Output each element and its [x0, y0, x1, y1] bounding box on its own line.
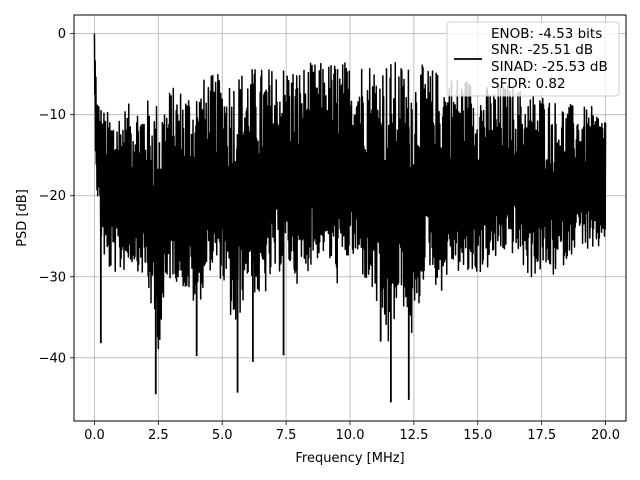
- x-tick-label: 20.0: [591, 428, 620, 443]
- x-axis-label: Frequency [MHz]: [295, 451, 404, 466]
- y-tick-label: 0: [58, 27, 66, 42]
- x-tick-label: 17.5: [527, 428, 556, 443]
- x-tick-label: 10.0: [336, 428, 365, 443]
- y-axis-ticks: 0 −10 −20 −30 −40: [39, 27, 74, 366]
- plot-area: [93, 33, 607, 403]
- x-tick-label: 15.0: [463, 428, 492, 443]
- legend: ENOB: -4.53 bits SNR: -25.51 dB SINAD: -…: [446, 21, 620, 97]
- y-tick-label: −40: [39, 351, 66, 366]
- y-tick-label: −30: [39, 270, 66, 285]
- psd-series-line: [93, 33, 607, 350]
- legend-box: [446, 21, 620, 97]
- x-tick-label: 5.0: [212, 428, 233, 443]
- series-layer: [93, 33, 607, 403]
- legend-entry-sinad: SINAD: -25.53 dB: [491, 59, 608, 75]
- x-axis-ticks: 0.0 2.5 5.0 7.5 10.0 12.5 15.0 17.5 20.0: [84, 421, 620, 443]
- x-tick-label: 0.0: [84, 428, 105, 443]
- legend-entry-snr: SNR: -25.51 dB: [491, 42, 593, 58]
- x-tick-label: 12.5: [399, 428, 428, 443]
- legend-entry-sfdr: SFDR: 0.82: [491, 76, 566, 92]
- x-tick-label: 7.5: [276, 428, 297, 443]
- y-axis-label: PSD [dB]: [15, 189, 30, 247]
- y-tick-label: −20: [39, 189, 66, 204]
- x-tick-label: 2.5: [148, 428, 169, 443]
- y-tick-label: −10: [39, 108, 66, 123]
- legend-entry-enob: ENOB: -4.53 bits: [491, 26, 602, 42]
